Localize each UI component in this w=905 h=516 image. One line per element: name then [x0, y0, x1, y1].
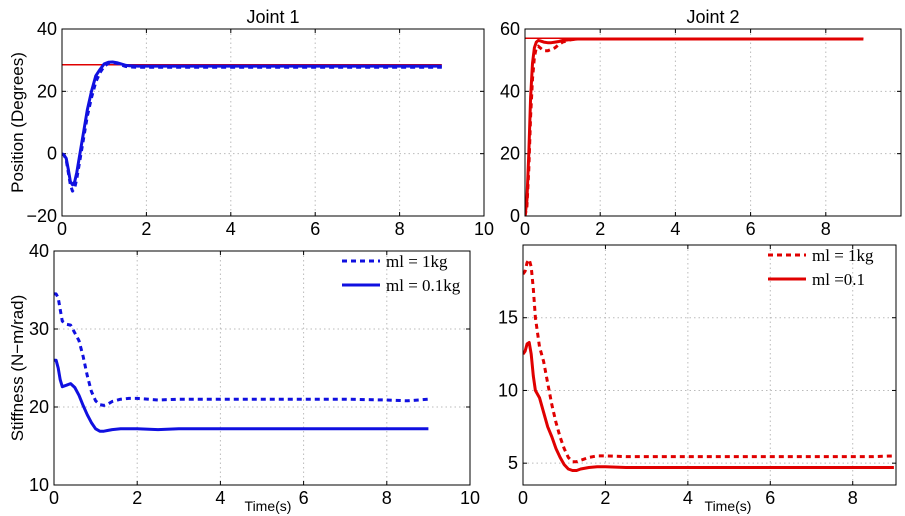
legend-label: ml = 0.1kg	[386, 276, 461, 295]
y-axis-label: Position (Degrees)	[8, 52, 27, 193]
x-tick-label: 4	[683, 488, 693, 508]
x-tick-label: 2	[141, 219, 151, 239]
y-tick-label: 5	[508, 453, 518, 473]
y-axis-label: Stiffness (N−m/rad)	[8, 295, 27, 442]
y-tick-label: 0	[510, 206, 520, 226]
series-line-dashed	[54, 292, 429, 407]
x-axis-label: Time(s)	[245, 498, 292, 514]
legend-label: ml = 1kg	[812, 246, 874, 265]
x-tick-label: 6	[746, 219, 756, 239]
series-group	[62, 60, 442, 193]
legend-label: ml =0.1	[812, 270, 865, 289]
panel-3: 0 2 4 6 8 10 10 20 30 40 Stiffness (N−m/rad) Time(s…	[8, 241, 480, 514]
x-tick-label: 0	[49, 488, 59, 508]
series-line-solid-2	[525, 37, 864, 217]
x-tick-label: 0	[518, 488, 528, 508]
y-tick-label: 20	[500, 144, 520, 164]
legend: ml = 1kg ml =0.1	[768, 246, 874, 289]
grid	[523, 245, 896, 485]
series-line-solid	[523, 341, 894, 472]
y-tick-label: 40	[500, 81, 520, 101]
y-tick-label: 10	[498, 380, 518, 400]
legend: ml = 1kg ml = 0.1kg	[342, 252, 461, 295]
plot-area	[54, 251, 470, 485]
plot-frame	[53, 250, 471, 486]
panel-title: Joint 1	[246, 7, 299, 27]
grid	[62, 29, 484, 216]
x-tick-label: 0	[57, 219, 67, 239]
y-tick-label: 10	[29, 475, 49, 495]
y-tick-label: 20	[29, 397, 49, 417]
x-tick-label: 2	[132, 488, 142, 508]
plot-frame	[522, 244, 897, 486]
series-group	[54, 292, 429, 433]
series-group	[523, 258, 894, 472]
plot-frame	[524, 28, 902, 217]
y-tick-label: 15	[498, 308, 518, 328]
y-tick-label: −20	[26, 206, 57, 226]
y-tick-label: 40	[29, 241, 49, 261]
ticks: 0 2 4 6 8 5 10 15	[498, 245, 896, 508]
panel-title: Joint 2	[686, 7, 739, 27]
x-tick-label: 8	[821, 219, 831, 239]
x-tick-label: 0	[520, 219, 530, 239]
series-line-dashed	[523, 258, 894, 464]
panel-4: 0 2 4 6 8 5 10 15 Time(s) ml = 1kg ml =0.1	[498, 244, 897, 514]
plot-area	[62, 29, 484, 216]
series-group	[525, 37, 864, 217]
y-tick-label: 0	[47, 144, 57, 164]
y-tick-label: 20	[37, 81, 57, 101]
x-tick-label: 4	[670, 219, 680, 239]
y-tick-label: 60	[500, 19, 520, 39]
x-tick-label: 8	[395, 219, 405, 239]
ticks: 0 2 4 6 8 0 20 40 60	[500, 19, 901, 239]
x-tick-label: 10	[474, 219, 494, 239]
x-tick-label: 8	[848, 488, 858, 508]
y-tick-label: 40	[37, 19, 57, 39]
x-axis-label: Time(s)	[705, 498, 752, 514]
x-tick-label: 4	[215, 488, 225, 508]
plot-area	[523, 245, 896, 485]
x-tick-label: 6	[299, 488, 309, 508]
series-line-solid-2	[62, 60, 442, 187]
series-line-solid	[54, 358, 429, 433]
panel-2: 0 2 4 6 8 0 20 40 60 Joint 2	[500, 7, 902, 239]
x-tick-label: 6	[765, 488, 775, 508]
legend-label: ml = 1kg	[386, 252, 448, 271]
ticks: 0 2 4 6 8 10 10 20 30 40	[29, 241, 480, 508]
x-tick-label: 2	[595, 219, 605, 239]
x-tick-label: 2	[600, 488, 610, 508]
plot-area	[525, 29, 901, 216]
x-tick-label: 6	[310, 219, 320, 239]
x-tick-label: 8	[382, 488, 392, 508]
x-tick-label: 4	[226, 219, 236, 239]
plot-frame	[61, 28, 485, 217]
x-tick-label: 10	[460, 488, 480, 508]
y-tick-label: 30	[29, 319, 49, 339]
grid	[54, 251, 470, 485]
